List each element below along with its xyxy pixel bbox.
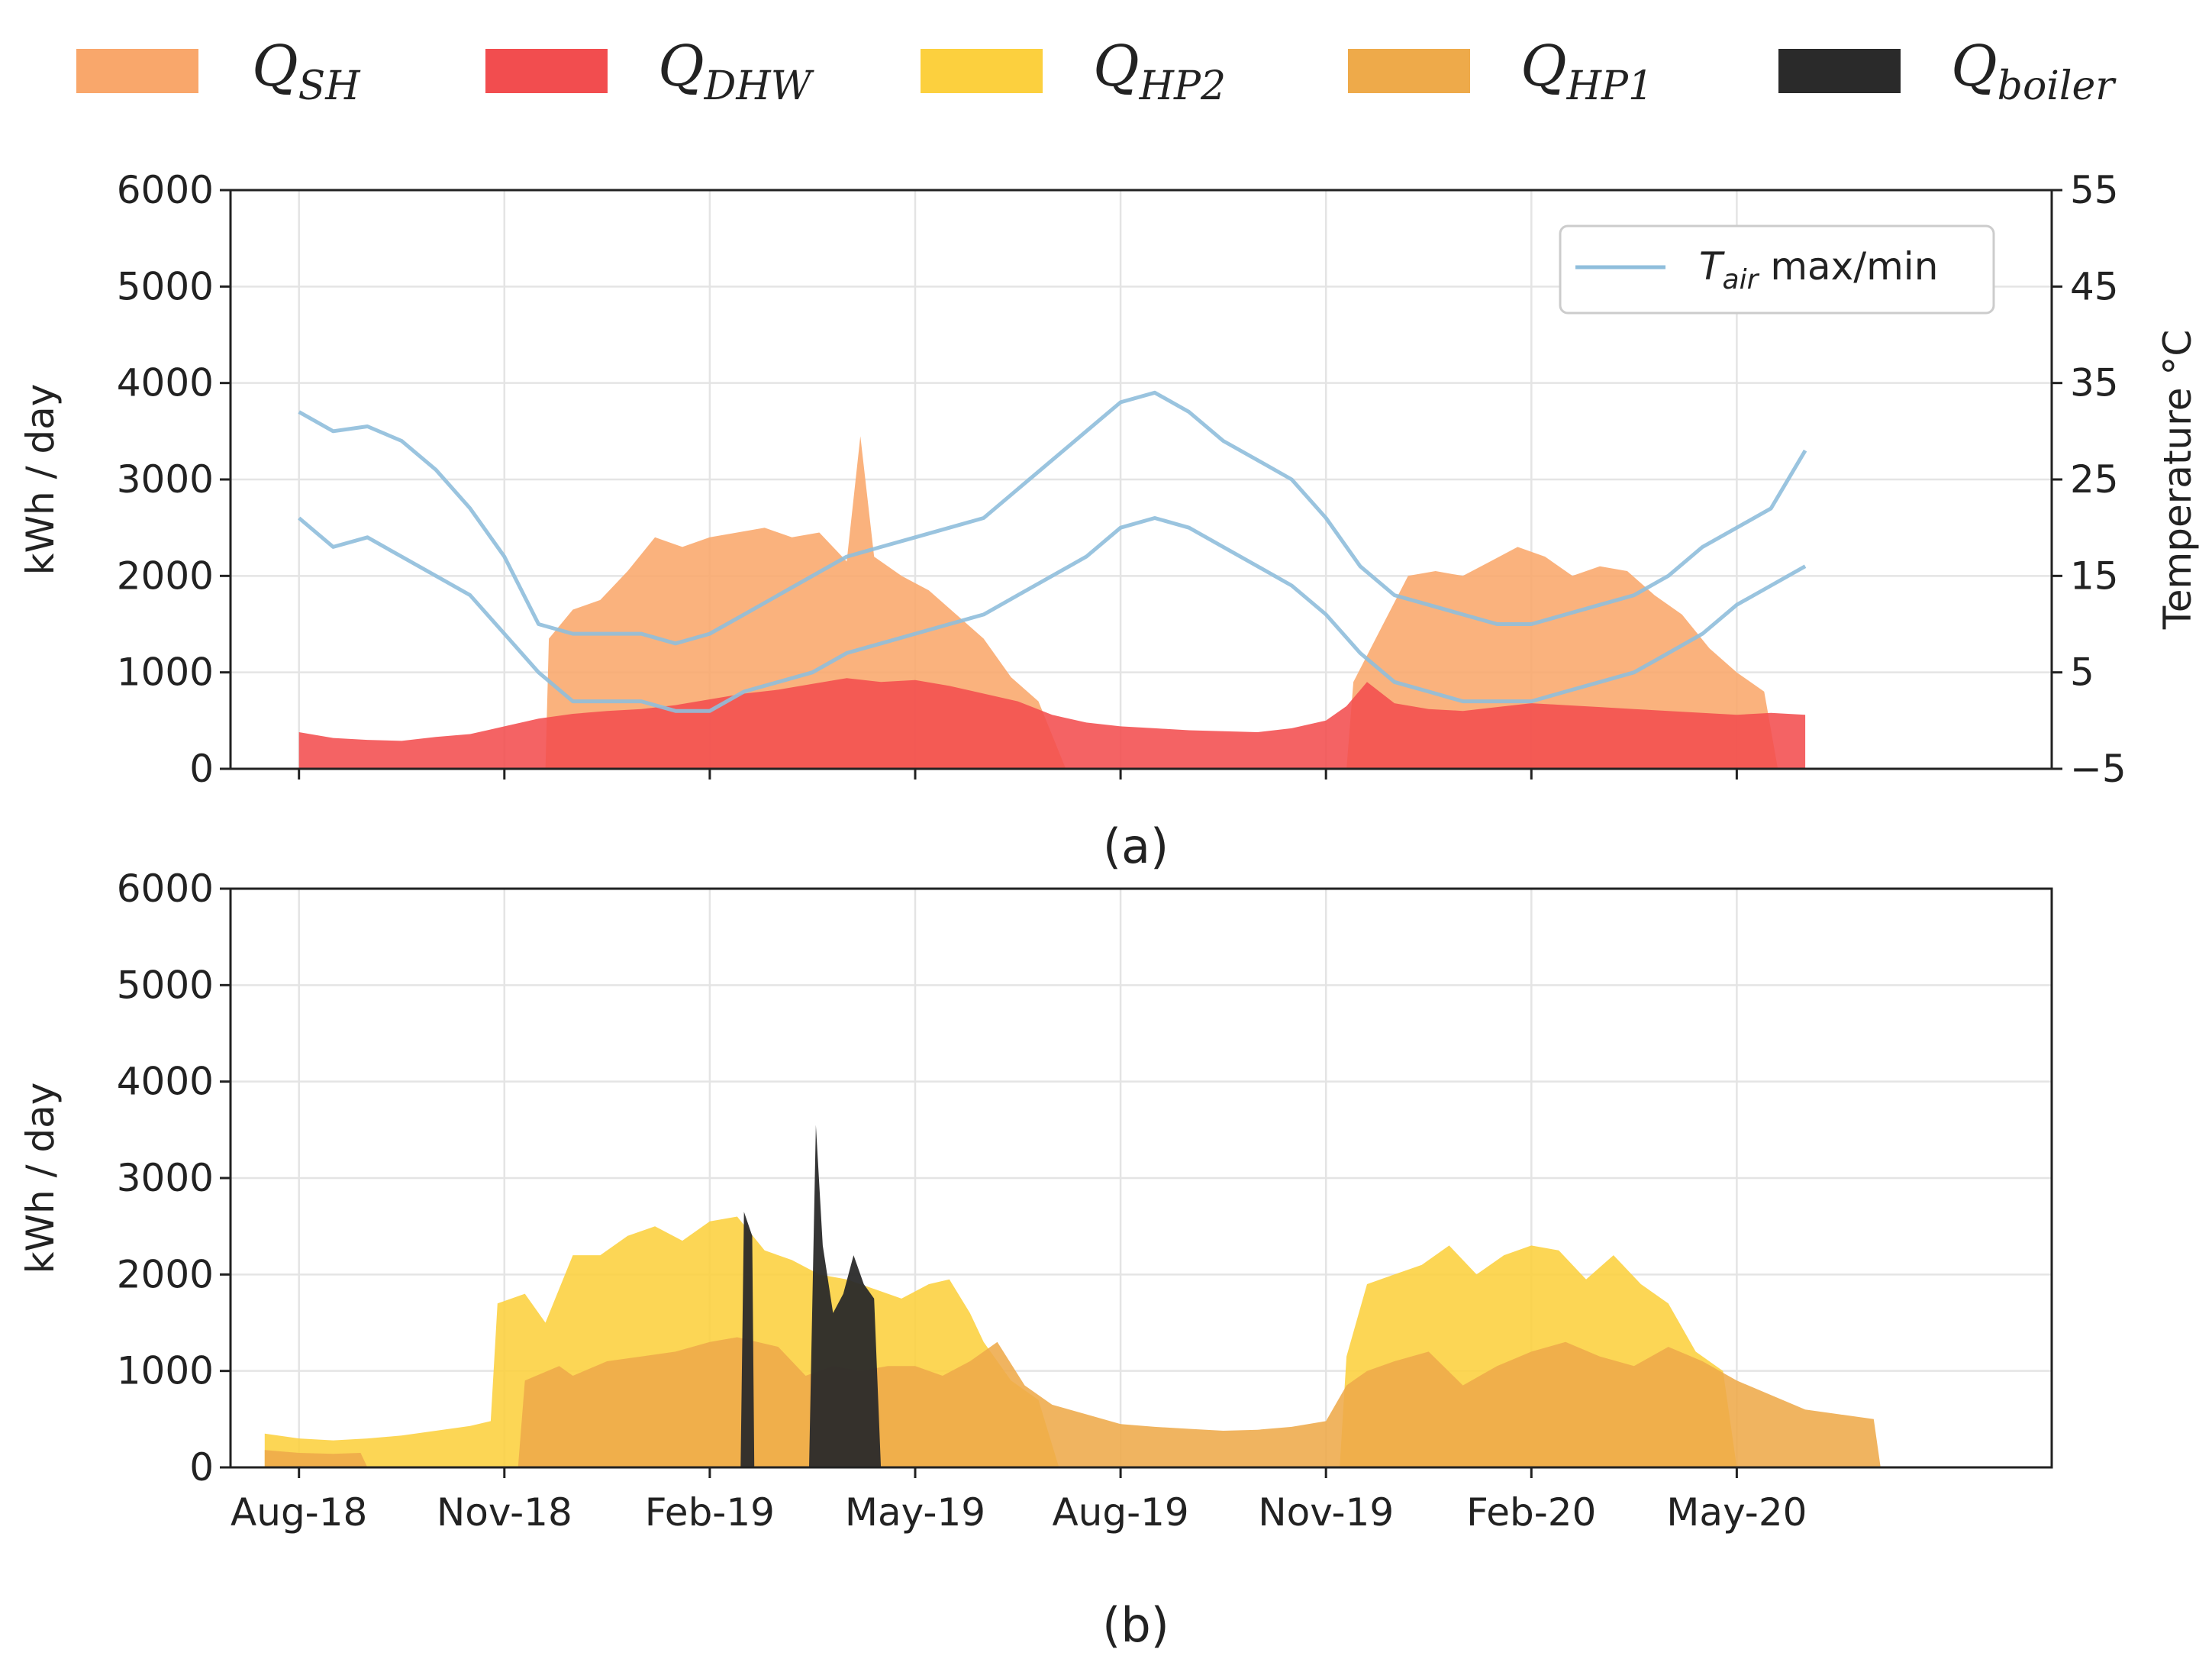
- panel-a-ytick-label-0: 0: [189, 747, 214, 791]
- panel-b-series-q-hp1: [264, 1337, 1881, 1467]
- legend-swatch-q-hp2: [921, 49, 1043, 93]
- panel-a-ytick-label-1: 1000: [117, 650, 214, 695]
- panel-b-y-axis-label: kWh / day: [18, 1083, 63, 1274]
- panel-a-caption: (a): [1103, 818, 1169, 874]
- legend-item-q-boiler: Qboiler: [1778, 34, 2117, 109]
- inner-legend-t-sub: air: [1723, 264, 1760, 295]
- panel-a-series-t-air-max: [298, 390, 1807, 646]
- svg-text:QHP1: QHP1: [1520, 34, 1653, 109]
- panel-b-ytick-label-3: 3000: [117, 1156, 214, 1200]
- panel-a-y2tick-label-0: −5: [2070, 747, 2127, 791]
- panel-a-y2tick-label-1: 5: [2070, 650, 2094, 695]
- svg-text:Qboiler: Qboiler: [1951, 34, 2117, 109]
- legend-item-q-sh: QSH: [76, 34, 361, 109]
- panel-b-x-ticks: Aug-18 Nov-18 Feb-19 May-19 Aug-19 Nov-19 Feb-…: [231, 1467, 1807, 1535]
- panel-b: 0 1000 2000 3000 4000 5000 6000 Aug-18 Nov-18 Fe…: [18, 867, 2053, 1653]
- panel-a-y2tick-label-4: 35: [2070, 361, 2119, 405]
- panel-a-plot-area: [298, 390, 1807, 769]
- svg-text:QSH: QSH: [252, 34, 361, 109]
- legend-label-q-hp1-sub: HP1: [1566, 63, 1653, 109]
- panel-a-ytick-label-5: 5000: [117, 264, 214, 308]
- panel-b-series-q-boiler: [740, 1125, 882, 1467]
- legend-swatch-q-sh: [76, 49, 198, 93]
- legend-label-q-dhw-sub: DHW: [704, 63, 814, 109]
- panel-a-y2-axis-label: Temperature °C: [2156, 330, 2200, 631]
- panel-a-y2tick-label-5: 45: [2070, 264, 2119, 308]
- panel-a-ytick-label-3: 3000: [117, 457, 214, 502]
- svg-text:Tair max/min: Tair max/min: [1699, 244, 1938, 295]
- inner-legend-t-symbol: T: [1699, 244, 1725, 289]
- panel-b-ytick-label-1: 1000: [117, 1349, 214, 1393]
- legend-item-q-dhw: QDHW: [485, 34, 814, 109]
- panel-b-xtick-label-1: Nov-18: [437, 1490, 572, 1535]
- panel-b-xtick-label-0: Aug-18: [231, 1490, 367, 1535]
- panel-b-ytick-label-4: 4000: [117, 1060, 214, 1104]
- panel-a-y2tick-label-6: 55: [2070, 168, 2119, 212]
- panel-a-series-t-air-min: [298, 516, 1807, 713]
- panel-a-y2tick-label-3: 25: [2070, 457, 2119, 502]
- legend-swatch-q-dhw: [485, 49, 608, 93]
- panel-a-x-ticks: [298, 769, 1738, 780]
- panel-b-xtick-label-2: Feb-19: [645, 1490, 775, 1535]
- legend-label-q-dhw-symbol: Q: [658, 34, 705, 99]
- legend-item-q-hp2: QHP2: [921, 34, 1226, 109]
- panel-a-inner-legend-box: [1559, 224, 1995, 315]
- panel-b-ytick-label-6: 6000: [117, 867, 214, 911]
- panel-a-y2tick-label-2: 15: [2070, 554, 2119, 598]
- panel-a-ytick-label-6: 6000: [117, 168, 214, 212]
- panel-b-ytick-label-5: 5000: [117, 963, 214, 1007]
- panel-a-series-q-dhw: [298, 678, 1806, 769]
- panel-b-ytick-label-0: 0: [189, 1445, 214, 1490]
- panel-b-xtick-label-3: May-19: [845, 1490, 985, 1535]
- panel-b-plot-area: [264, 1125, 1881, 1467]
- figure-legend: QSH QDHW QHP2 QHP1 Qboiler: [76, 34, 2117, 109]
- svg-text:QDHW: QDHW: [658, 34, 814, 109]
- legend-label-q-sh-symbol: Q: [252, 34, 298, 99]
- legend-label-q-boiler-sub: boiler: [1998, 63, 2117, 109]
- panel-a-y-ticks: 0 1000 2000 3000 4000 5000 6000: [117, 168, 231, 791]
- panel-b-xtick-label-7: May-20: [1666, 1490, 1807, 1535]
- legend-label-q-hp1-symbol: Q: [1520, 34, 1567, 99]
- panel-a-inner-legend: Tair max/min: [1559, 224, 1995, 315]
- panel-b-y-ticks: 0 1000 2000 3000 4000 5000 6000: [117, 867, 231, 1490]
- panel-b-ytick-label-2: 2000: [117, 1252, 214, 1296]
- legend-swatch-q-boiler: [1778, 49, 1901, 93]
- panel-a-y2-ticks: −5 5 15 25 35 45 55: [2052, 168, 2127, 791]
- legend-item-q-hp1: QHP1: [1348, 34, 1653, 109]
- panel-b-xtick-label-5: Nov-19: [1258, 1490, 1394, 1535]
- panel-b-caption: (b): [1102, 1597, 1169, 1653]
- panel-a-ytick-label-2: 2000: [117, 554, 214, 598]
- panel-b-xtick-label-4: Aug-19: [1052, 1490, 1188, 1535]
- inner-legend-t-rest: max/min: [1758, 244, 1938, 289]
- legend-label-q-sh-sub: SH: [298, 63, 362, 109]
- legend-label-q-hp2-symbol: Q: [1093, 34, 1140, 99]
- panel-a-y-axis-label: kWh / day: [18, 384, 63, 576]
- legend-label-q-hp2-sub: HP2: [1139, 63, 1226, 109]
- panel-a-ytick-label-4: 4000: [117, 361, 214, 405]
- legend-label-q-boiler-symbol: Q: [1951, 34, 1998, 99]
- svg-text:QHP2: QHP2: [1093, 34, 1226, 109]
- panel-b-xtick-label-6: Feb-20: [1466, 1490, 1596, 1535]
- legend-swatch-q-hp1: [1348, 49, 1470, 93]
